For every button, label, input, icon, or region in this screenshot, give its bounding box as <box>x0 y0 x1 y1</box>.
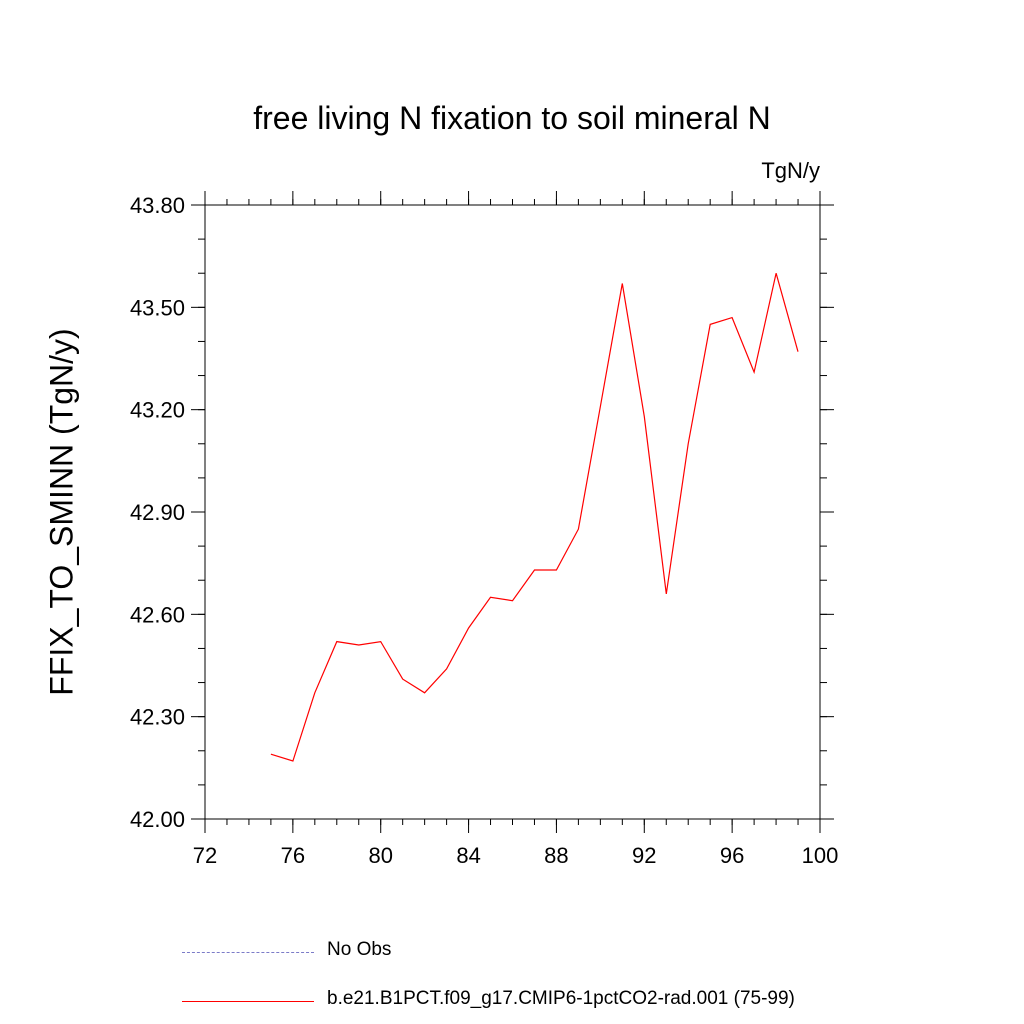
y-tick-label: 42.90 <box>130 500 185 525</box>
y-tick-label: 42.00 <box>130 807 185 832</box>
x-tick-label: 76 <box>281 843 305 868</box>
y-tick-label: 43.80 <box>130 193 185 218</box>
y-tick-label: 43.20 <box>130 398 185 423</box>
series-line-0 <box>270 273 799 762</box>
x-tick-label: 84 <box>456 843 480 868</box>
x-tick-label: 96 <box>720 843 744 868</box>
x-tick-label: 88 <box>544 843 568 868</box>
x-tick-label: 80 <box>368 843 392 868</box>
y-tick-label: 42.60 <box>130 602 185 627</box>
legend-label-obs: No Obs <box>327 939 392 960</box>
chart-title: free living N fixation to soil mineral N <box>253 100 771 136</box>
legend-swatch-model <box>182 1001 314 1002</box>
x-tick-label: 72 <box>193 843 217 868</box>
plot-frame <box>204 204 821 820</box>
x-tick-label: 92 <box>632 843 656 868</box>
units-label: TgN/y <box>761 158 820 183</box>
x-tick-label: 100 <box>802 843 839 868</box>
y-tick-label: 42.30 <box>130 705 185 730</box>
y-tick-label: 43.50 <box>130 295 185 320</box>
legend-swatch-obs <box>182 952 314 953</box>
legend-label-model: b.e21.B1PCT.f09_g17.CMIP6-1pctCO2-rad.00… <box>327 988 795 1009</box>
